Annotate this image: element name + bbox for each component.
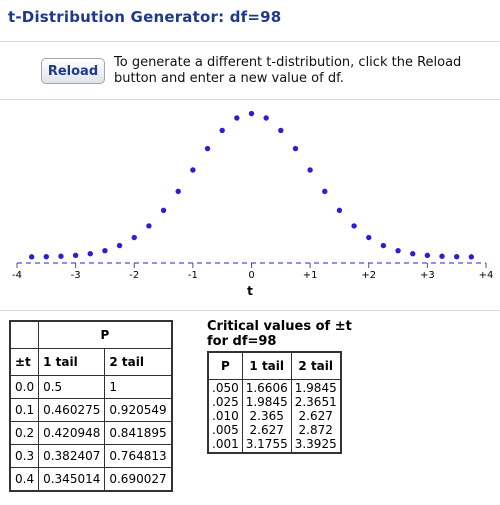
data-point [160,207,167,214]
data-point [175,188,181,195]
p-table-header-2tail: 2 tail [104,348,173,376]
data-point [87,251,93,257]
crit-p: .050 [212,381,239,395]
divider-top [0,41,500,42]
p-value-table: P ±t 1 tail 2 tail 0.0 0.5 1 0.1 0.46027… [9,320,173,492]
data-point [204,145,211,152]
data-point [72,252,79,259]
reload-button[interactable]: Reload [41,58,105,84]
x-tick-label: +4 [479,270,494,281]
data-point [351,223,357,229]
divider-bottom [0,310,500,311]
t-value: 0.2 [9,421,40,445]
reload-instructions: To generate a different t-distribution, … [114,55,462,86]
crit-2tail: 2.627 [298,409,333,423]
critical-values-table: P 1 tail 2 tail .050 .025 .010 .005 .001… [207,351,342,454]
x-tick-label: -3 [71,270,81,281]
p-table-header-1tail: 1 tail [38,348,106,376]
data-point [410,251,416,257]
x-tick-label: -4 [12,270,22,281]
table-row: 0.3 0.382407 0.764813 [9,444,173,468]
two-tail-p: 0.764813 [104,444,173,468]
crit-2tail: 1.9845 [294,381,337,395]
data-point [116,242,123,249]
crit-header-2tail: 2 tail [290,351,342,380]
data-point [28,254,35,260]
one-tail-p: 0.345014 [38,467,106,492]
one-tail-p: 0.5 [38,375,106,399]
page-title: t-Distribution Generator: df=98 [8,8,282,26]
data-point [278,127,284,134]
data-point [58,253,64,259]
crit-2tail: 2.3651 [294,395,337,409]
crit-1tail: 1.6606 [245,381,288,395]
crit-p: .025 [212,395,239,409]
crit-header-1tail: 1 tail [241,351,292,380]
data-point [292,145,299,152]
critical-title-line2: for df=98 [207,334,277,349]
table-row: 0.1 0.460275 0.920549 [9,398,173,422]
data-point [453,253,460,260]
x-tick-label: 0 [248,270,254,281]
two-tail-p: 1 [104,375,173,399]
data-point [366,234,372,241]
critical-values-title: Critical values of ±t for df=98 [207,319,352,349]
crit-p: .010 [212,409,239,423]
data-point [380,242,387,249]
t-distribution-plot: -4 -3 -2 -1 0 +1 +2 +3 +4 t [12,110,494,298]
crit-1tail: 1.9845 [245,395,288,409]
data-point [131,234,137,241]
data-point [102,247,108,254]
one-tail-p: 0.382407 [38,444,106,468]
crit-2tail-column: 1.9845 2.3651 2.627 2.872 3.3925 [290,379,342,454]
crit-2tail: 2.872 [298,423,333,437]
t-value: 0.0 [9,375,40,399]
t-value: 0.3 [9,444,40,468]
table-row: 0.4 0.345014 0.690027 [9,467,173,492]
data-point [322,188,328,195]
x-tick-label: -2 [129,270,139,281]
t-value: 0.4 [9,467,40,492]
two-tail-p: 0.690027 [104,467,173,492]
one-tail-p: 0.460275 [38,398,106,422]
x-tick-label: -1 [188,270,198,281]
crit-p-column: .050 .025 .010 .005 .001 [207,379,243,454]
crit-1tail: 2.627 [249,423,284,437]
data-point [336,207,343,214]
data-point [307,167,313,173]
crit-p: .001 [212,437,239,451]
p-table-header-t: ±t [9,348,40,376]
crit-p: .005 [212,423,239,437]
data-point [468,254,475,260]
t-value: 0.1 [9,398,40,422]
data-point [234,115,240,121]
crit-1tail: 2.365 [249,409,284,423]
crit-1tail: 3.1755 [245,437,288,451]
p-table-corner [9,320,40,349]
data-point [395,247,401,254]
x-axis-label: t [247,284,253,298]
data-point [248,110,255,117]
two-tail-p: 0.920549 [104,398,173,422]
crit-1tail-column: 1.6606 1.9845 2.365 2.627 3.1755 [241,379,292,454]
one-tail-p: 0.420948 [38,421,106,445]
data-point [190,167,196,173]
table-row: 0.2 0.420948 0.841895 [9,421,173,445]
data-point [424,252,431,259]
divider-middle [0,99,500,100]
data-point [43,253,50,260]
crit-header-p: P [207,351,243,380]
crit-2tail: 3.3925 [294,437,337,451]
x-tick-label: +1 [303,270,318,281]
data-point [219,127,225,134]
p-table-group-header: P [38,320,173,349]
data-point [146,223,152,229]
data-point [263,115,269,121]
x-tick-label: +3 [420,270,435,281]
table-row: 0.0 0.5 1 [9,375,173,399]
data-point [439,253,445,259]
critical-title-line1: Critical values of ±t [207,319,352,334]
two-tail-p: 0.841895 [104,421,173,445]
x-tick-label: +2 [361,270,376,281]
